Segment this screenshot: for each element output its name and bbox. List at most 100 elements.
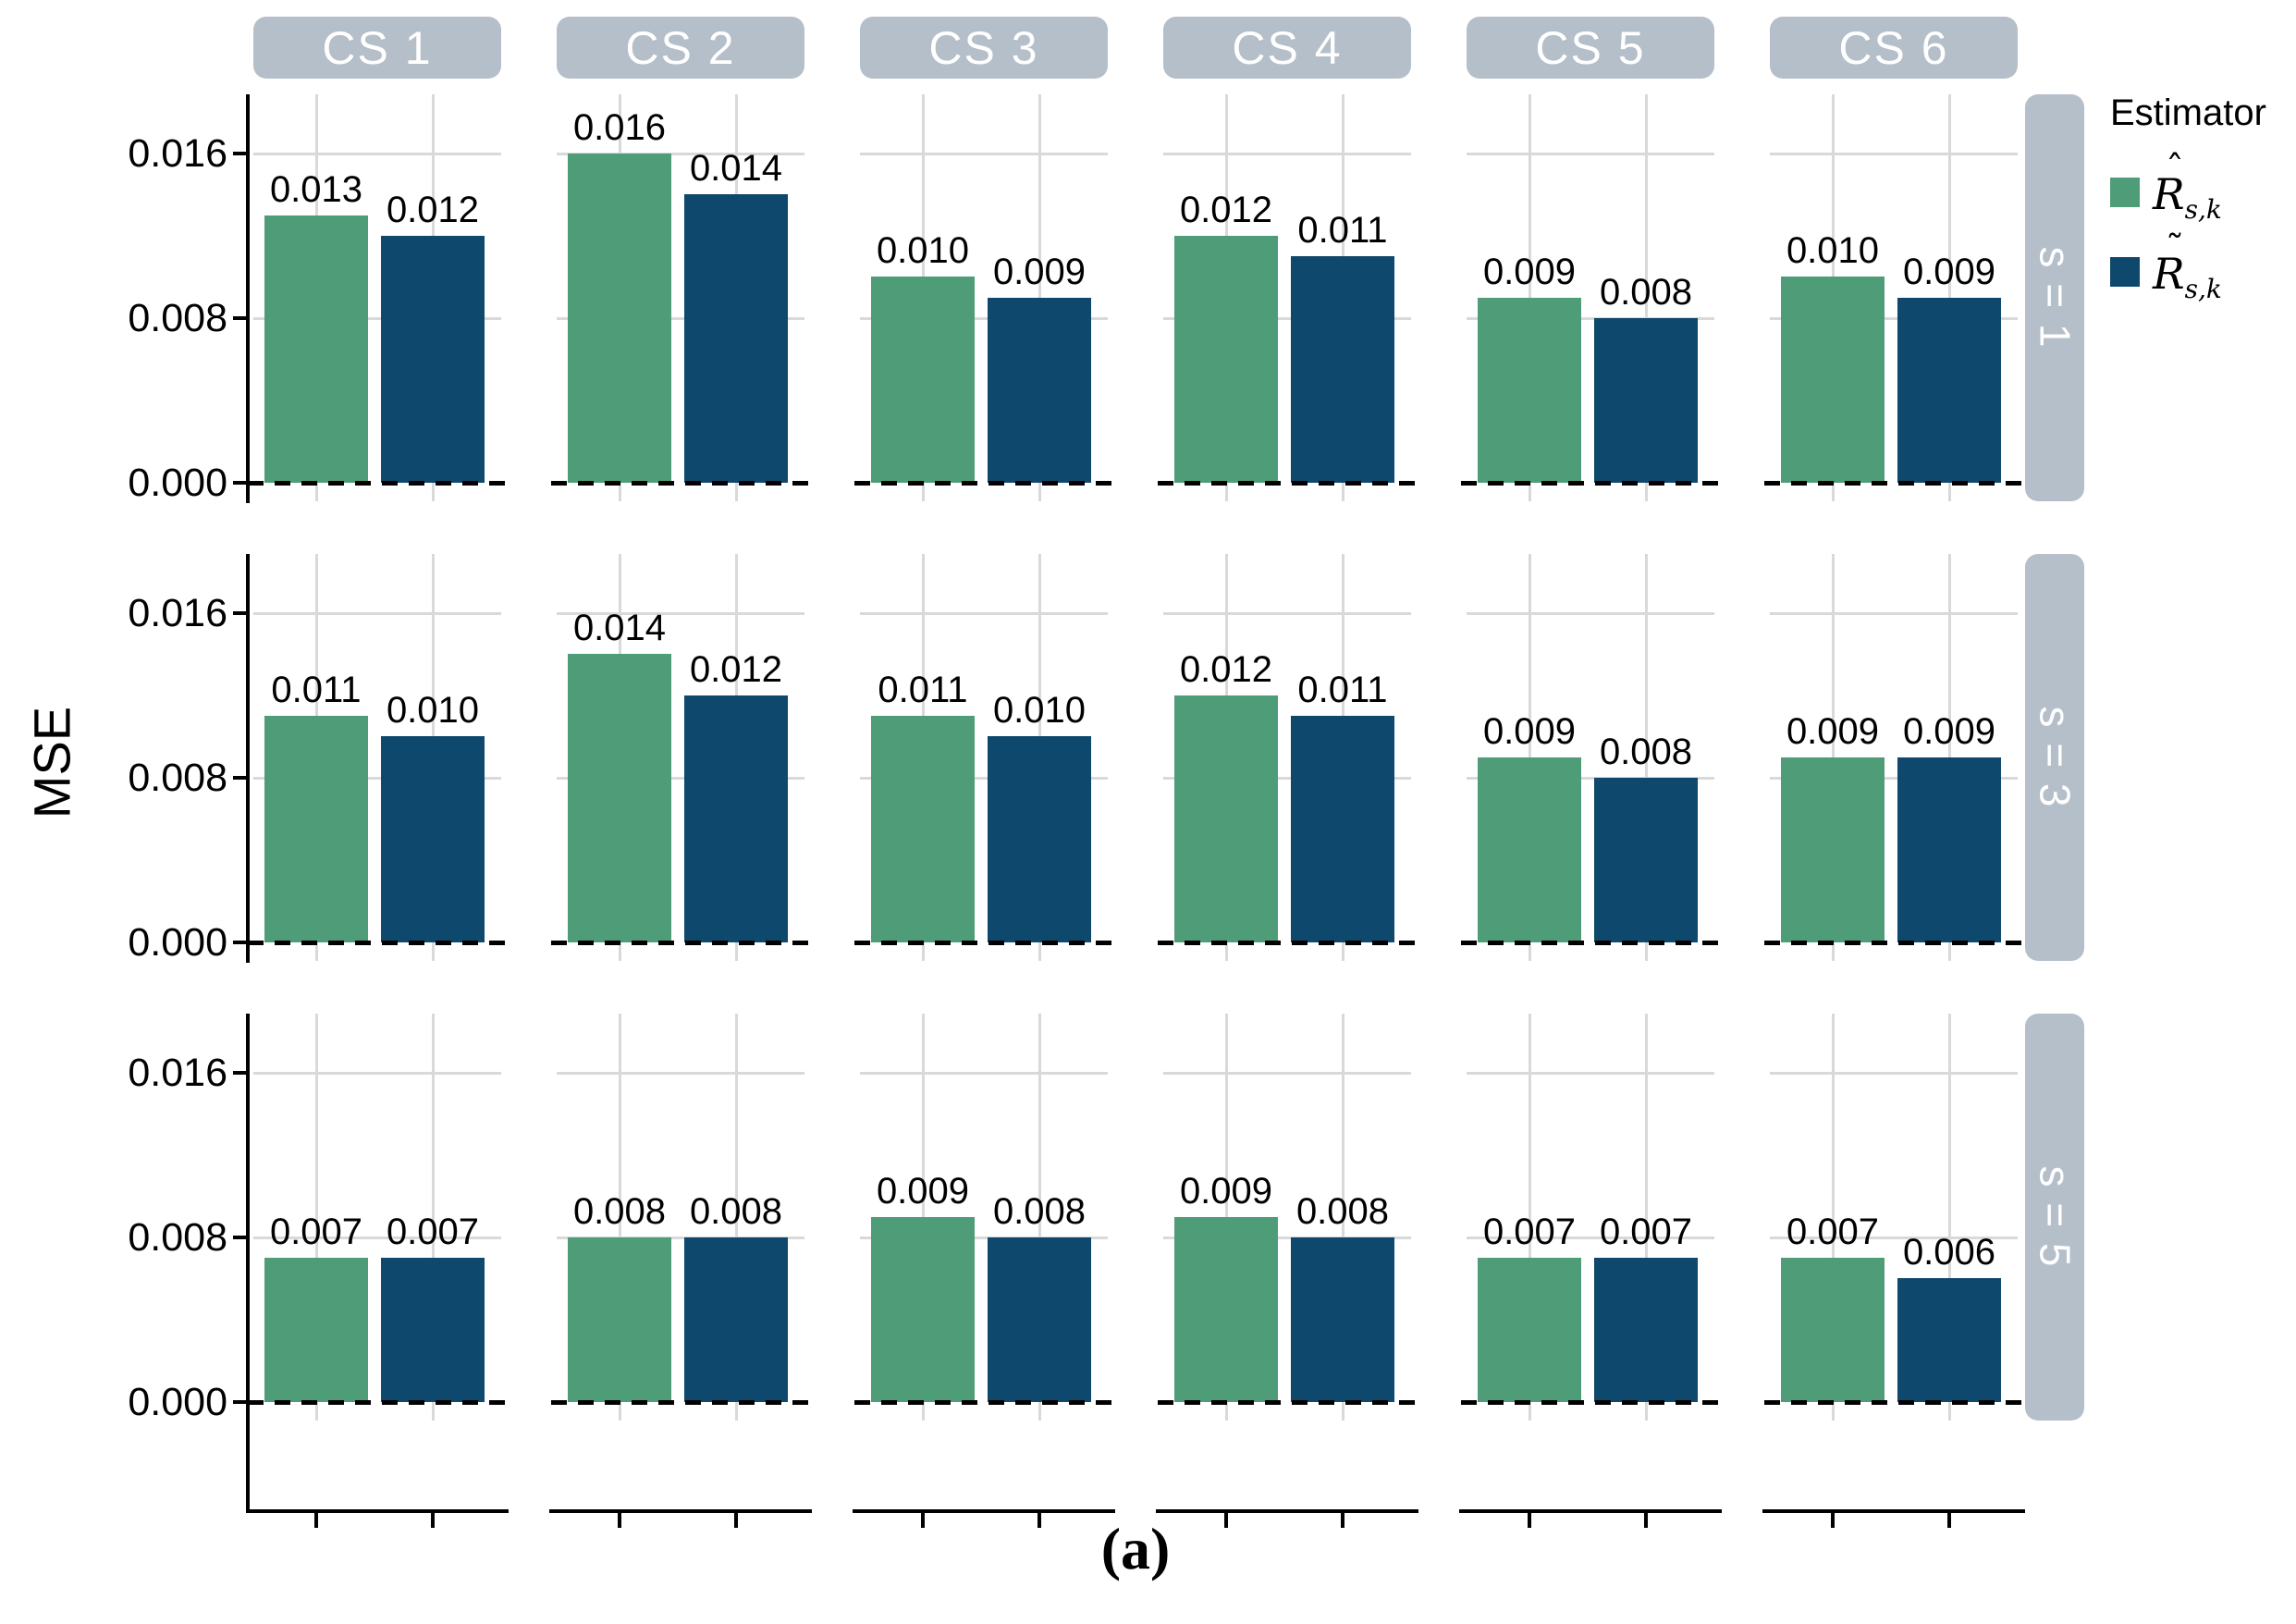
x-axis-line xyxy=(1459,1509,1722,1513)
bar-value-label: 0.007 xyxy=(1482,1212,1577,1252)
bar-estimator-hat xyxy=(1781,757,1885,942)
gridline-y-0016 xyxy=(253,153,501,155)
bar-estimator-tilde xyxy=(381,1258,485,1402)
y-axis-tick-label: 0.000 xyxy=(128,1380,227,1424)
gridline-y-0016 xyxy=(1467,1072,1714,1075)
zero-reference-line xyxy=(248,1400,516,1405)
bar-estimator-hat xyxy=(1478,757,1581,942)
bar-value-label: 0.012 xyxy=(386,190,480,230)
figure-caption: (a) xyxy=(1100,1516,1171,1581)
bar-estimator-tilde xyxy=(1291,256,1394,483)
gridline-y-0008 xyxy=(1467,777,1714,780)
bar-estimator-hat xyxy=(1174,695,1278,942)
facet-row-label: s = 1 xyxy=(2031,246,2080,350)
bar-estimator-hat xyxy=(1174,1217,1278,1402)
bar-value-label: 0.012 xyxy=(1179,190,1273,230)
y-axis-tick xyxy=(233,611,246,615)
facet-column-strip: CS 5 xyxy=(1467,17,1714,79)
bar-value-label: 0.009 xyxy=(876,1171,970,1212)
zero-reference-line xyxy=(1461,941,1729,945)
bar-value-label: 0.014 xyxy=(689,148,783,189)
facet-row-strip: s = 1 xyxy=(2025,94,2084,501)
x-axis-tick xyxy=(734,1513,738,1528)
bar-estimator-hat xyxy=(1781,277,1885,483)
gridline-y-0008 xyxy=(253,1236,501,1239)
x-axis-tick xyxy=(314,1513,318,1528)
bar-estimator-hat xyxy=(1478,1258,1581,1402)
facet-column-strip: CS 4 xyxy=(1163,17,1411,79)
gridline-y-0016 xyxy=(253,612,501,615)
zero-reference-line xyxy=(1764,1400,2032,1405)
zero-reference-line xyxy=(551,481,819,486)
bar-estimator-hat xyxy=(264,215,368,483)
x-axis-tick xyxy=(1831,1513,1835,1528)
facet-column-label: CS 4 xyxy=(1232,21,1343,74)
facet-row-strip: s = 3 xyxy=(2025,554,2084,961)
gridline-y-0008 xyxy=(1163,317,1411,320)
gridline-y-0016 xyxy=(557,612,804,615)
legend-estimator-symbol: ˆ Rs,k xyxy=(2153,148,2222,226)
facet-column-label: CS 3 xyxy=(928,21,1039,74)
zero-reference-line xyxy=(1764,941,2032,945)
zero-reference-line xyxy=(248,481,516,486)
accent-mark: ˜ xyxy=(2166,228,2184,271)
gridline-y-0016 xyxy=(860,153,1108,155)
bar-estimator-tilde xyxy=(684,695,788,942)
gridline-y-0016 xyxy=(1163,153,1411,155)
bar-value-label: 0.008 xyxy=(1295,1191,1390,1232)
facet-panel: 0.008 0.008 xyxy=(551,1014,819,1421)
facet-panel: 0.007 0.006 xyxy=(1764,1014,2032,1421)
facet-column-label: CS 5 xyxy=(1535,21,1646,74)
x-axis-tick xyxy=(1644,1513,1648,1528)
y-axis-tick xyxy=(233,152,246,155)
zero-reference-line xyxy=(1461,481,1729,486)
bar-estimator-tilde xyxy=(381,736,485,942)
zero-reference-line xyxy=(551,1400,819,1405)
zero-reference-line xyxy=(551,941,819,945)
zero-reference-line xyxy=(248,941,516,945)
bar-estimator-tilde xyxy=(1594,778,1698,942)
gridline-y-0016 xyxy=(253,1072,501,1075)
facet-panel: 0.011 0.010 xyxy=(248,554,516,961)
bar-estimator-hat xyxy=(871,716,975,942)
bar-value-label: 0.009 xyxy=(1179,1171,1273,1212)
facet-panel: 0.016 0.014 xyxy=(551,94,819,501)
bar-estimator-tilde xyxy=(1897,298,2001,483)
facet-panel: 0.007 0.007 xyxy=(248,1014,516,1421)
y-axis-tick-label: 0.016 xyxy=(128,131,227,176)
bar-value-label: 0.009 xyxy=(1482,711,1577,752)
gridline-x-right xyxy=(1342,1014,1344,1421)
y-axis-line xyxy=(246,94,250,503)
bar-value-label: 0.009 xyxy=(1482,252,1577,292)
bar-estimator-tilde xyxy=(381,236,485,483)
legend-item: ˆ Rs,k xyxy=(2110,149,2295,225)
gridline-y-0016 xyxy=(557,153,804,155)
y-axis-tick xyxy=(233,316,246,320)
x-axis-tick xyxy=(1037,1513,1041,1528)
gridline-y-0016 xyxy=(1467,612,1714,615)
facet-panel: 0.007 0.007 xyxy=(1461,1014,1729,1421)
bar-value-label: 0.008 xyxy=(1599,732,1693,772)
bar-value-label: 0.010 xyxy=(1786,230,1880,271)
bar-value-label: 0.010 xyxy=(876,230,970,271)
gridline-x-right xyxy=(1645,94,1648,501)
y-axis-tick-label: 0.008 xyxy=(128,296,227,340)
facet-column-label: CS 2 xyxy=(625,21,736,74)
y-axis-line xyxy=(246,1014,250,1513)
y-axis-title: MSE xyxy=(22,706,81,819)
y-axis-tick-label: 0.008 xyxy=(128,756,227,800)
gridline-x-right xyxy=(1948,1014,1951,1421)
x-axis-line xyxy=(1156,1509,1418,1513)
bar-estimator-hat xyxy=(871,1217,975,1402)
bar-value-label: 0.010 xyxy=(992,690,1087,731)
zero-reference-line xyxy=(1461,1400,1729,1405)
bar-value-label: 0.013 xyxy=(269,169,363,210)
y-axis-tick xyxy=(233,776,246,780)
facet-column-label: CS 1 xyxy=(322,21,433,74)
zero-reference-line xyxy=(854,1400,1123,1405)
facet-panel: 0.012 0.011 xyxy=(1158,554,1426,961)
gridline-y-0008 xyxy=(1163,1236,1411,1239)
bar-value-label: 0.009 xyxy=(1786,711,1880,752)
zero-reference-line xyxy=(1764,481,2032,486)
zero-reference-line xyxy=(1158,481,1426,486)
